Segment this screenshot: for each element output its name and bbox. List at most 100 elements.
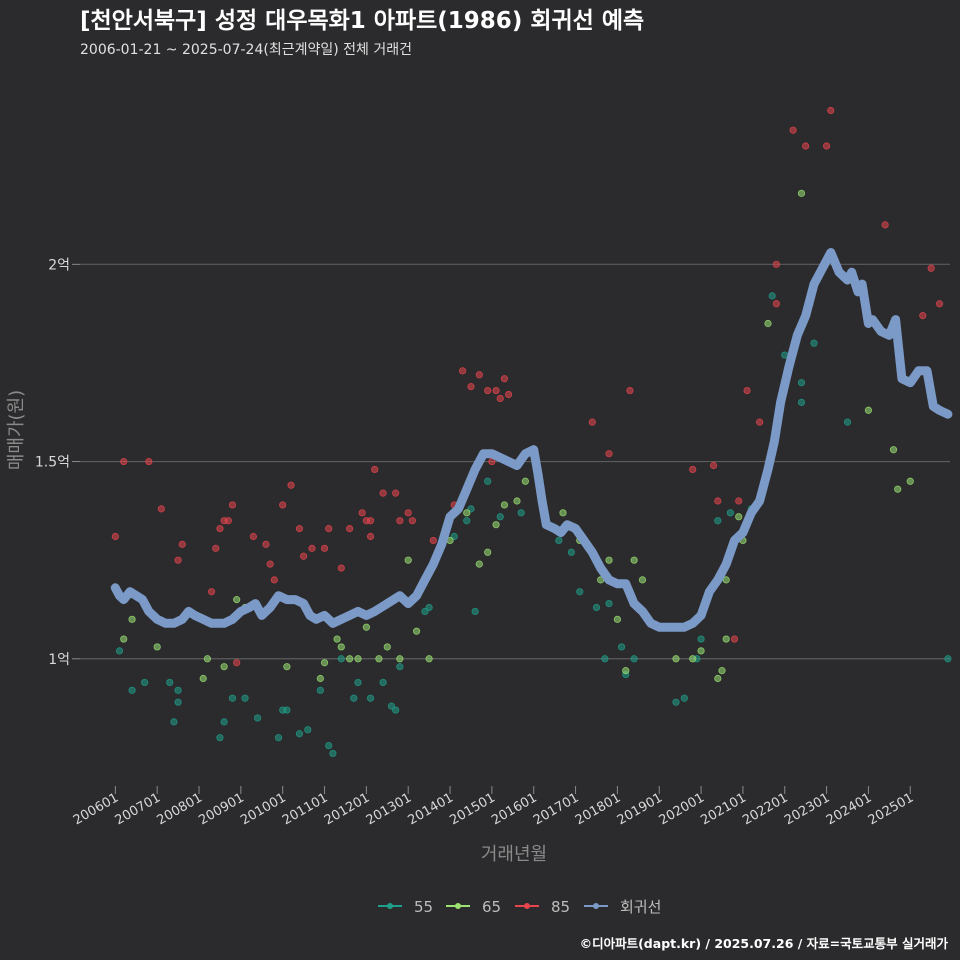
- point-85: [735, 497, 743, 505]
- point-65: [463, 509, 471, 517]
- point-55: [797, 398, 806, 406]
- point-55: [768, 292, 776, 300]
- legend-label: 85: [551, 898, 570, 916]
- point-85: [404, 509, 412, 517]
- point-85: [588, 418, 596, 426]
- point-55: [170, 718, 178, 726]
- point-55: [601, 655, 609, 663]
- chart-subtitle: 2006-01-21 ~ 2025-07-24(최근계약일) 전체 거래건: [80, 42, 412, 58]
- point-85: [714, 497, 722, 505]
- point-65: [346, 655, 354, 663]
- point-85: [789, 126, 797, 134]
- point-65: [638, 576, 647, 584]
- point-85: [730, 635, 739, 643]
- point-55: [325, 741, 333, 750]
- point-85: [157, 505, 165, 513]
- legend-item-2: 85: [515, 898, 570, 916]
- x-tick-label: 200801: [155, 790, 205, 828]
- point-55: [471, 607, 479, 616]
- point-65: [622, 667, 630, 675]
- y-tick-label: 1억: [48, 652, 70, 668]
- point-55: [567, 548, 575, 556]
- point-55: [496, 513, 504, 521]
- point-85: [279, 501, 287, 509]
- point-65: [714, 674, 722, 683]
- point-55: [228, 694, 237, 702]
- point-55: [274, 734, 283, 742]
- point-55: [726, 509, 734, 517]
- point-85: [484, 386, 492, 395]
- point-55: [220, 718, 228, 726]
- x-tick-label: 201501: [447, 790, 497, 828]
- point-85: [346, 525, 354, 533]
- point-55: [672, 698, 680, 706]
- chart-title: [천안서북구] 성정 대우목화1 아파트(1986) 회귀선 예측: [80, 8, 644, 34]
- point-85: [337, 564, 345, 572]
- point-85: [145, 457, 153, 466]
- point-85: [249, 532, 258, 541]
- x-tick-label: 202201: [740, 790, 790, 828]
- x-tick-label: 201601: [489, 790, 539, 828]
- point-85: [207, 588, 216, 596]
- legend-swatch-dot: [524, 903, 530, 909]
- point-55: [329, 749, 337, 758]
- point-55: [517, 509, 525, 517]
- legend-label: 65: [482, 898, 501, 916]
- regression-line: [110, 248, 953, 632]
- point-85: [212, 544, 220, 552]
- point-65: [484, 548, 492, 556]
- x-tick-label: 202301: [782, 790, 832, 828]
- point-55: [316, 686, 324, 694]
- x-tick-label: 200701: [113, 790, 163, 828]
- point-55: [617, 643, 626, 651]
- point-65: [320, 659, 329, 667]
- point-85: [492, 386, 500, 395]
- point-65: [689, 655, 697, 663]
- point-85: [216, 525, 224, 533]
- regression-path: [110, 248, 953, 632]
- point-85: [467, 383, 475, 391]
- point-65: [521, 477, 529, 485]
- point-55: [680, 694, 688, 702]
- point-65: [128, 615, 136, 623]
- point-85: [224, 517, 232, 525]
- point-85: [392, 489, 400, 497]
- point-65: [718, 667, 726, 675]
- point-65: [894, 485, 902, 493]
- point-55: [216, 734, 224, 742]
- point-85: [358, 509, 366, 517]
- point-85: [626, 386, 634, 395]
- point-85: [120, 457, 128, 466]
- y-tick-label: 1.5억: [35, 455, 70, 471]
- point-65: [362, 623, 370, 631]
- point-55: [810, 339, 818, 347]
- point-85: [935, 300, 944, 308]
- point-85: [881, 221, 889, 229]
- point-65: [153, 643, 161, 651]
- point-85: [266, 560, 274, 568]
- point-65: [613, 615, 621, 623]
- point-55: [944, 655, 952, 663]
- point-85: [827, 106, 835, 115]
- point-85: [710, 461, 718, 470]
- point-65: [722, 576, 730, 584]
- point-55: [396, 663, 404, 671]
- point-65: [906, 477, 914, 485]
- x-axis-label: 거래년월: [481, 844, 547, 865]
- point-85: [366, 532, 375, 541]
- point-65: [233, 596, 241, 604]
- x-tick-label: 200601: [71, 790, 121, 828]
- point-55: [253, 714, 262, 722]
- point-85: [371, 465, 379, 474]
- point-65: [203, 655, 211, 663]
- point-85: [233, 659, 241, 667]
- point-85: [496, 394, 504, 403]
- point-65: [316, 674, 324, 683]
- point-65: [475, 560, 483, 568]
- point-55: [555, 536, 563, 545]
- point-85: [919, 312, 927, 320]
- x-tick-label: 202501: [866, 790, 916, 828]
- point-85: [300, 552, 308, 560]
- point-55: [128, 686, 136, 694]
